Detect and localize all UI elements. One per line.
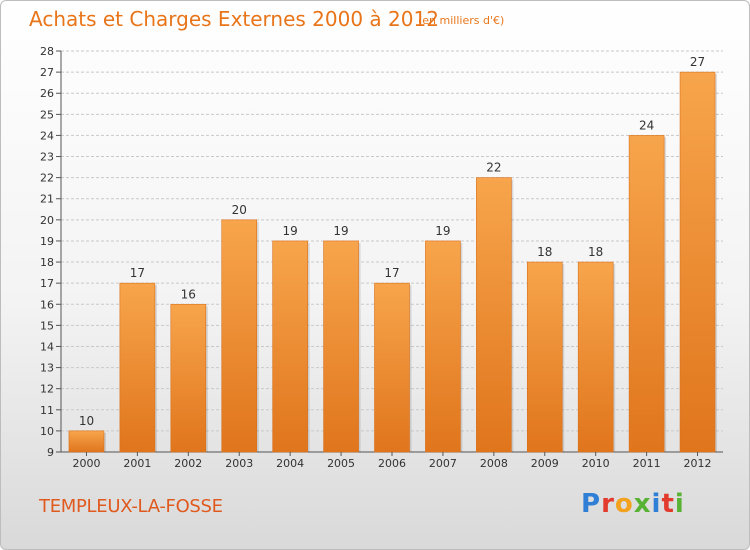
x-tick-label: 2008 <box>480 457 508 470</box>
x-tick-label: 2009 <box>531 457 559 470</box>
x-tick-label: 2007 <box>429 457 457 470</box>
data-label: 19 <box>435 224 450 238</box>
y-tick-label: 9 <box>47 446 54 459</box>
y-tick-label: 12 <box>40 383 54 396</box>
data-label: 27 <box>690 55 705 69</box>
logo-letter: i <box>674 489 685 519</box>
y-tick-label: 13 <box>40 362 54 375</box>
data-label: 22 <box>486 161 501 175</box>
x-tick-label: 2003 <box>225 457 253 470</box>
data-label: 16 <box>181 287 196 301</box>
x-tick-label: 2000 <box>72 457 100 470</box>
y-tick-label: 25 <box>40 108 54 121</box>
y-tick-label: 20 <box>40 214 54 227</box>
y-tick-label: 26 <box>40 87 54 100</box>
data-label: 18 <box>537 245 552 259</box>
logo-letter: P <box>581 489 602 519</box>
data-label: 10 <box>79 414 94 428</box>
x-tick-label: 2002 <box>174 457 202 470</box>
y-tick-label: 14 <box>40 340 54 353</box>
y-tick-label: 16 <box>40 298 54 311</box>
bar-2000 <box>68 430 105 453</box>
chart-title: Achats et Charges Externes 2000 à 2012 <box>29 7 439 31</box>
bar-2010 <box>577 261 614 453</box>
y-tick-label: 24 <box>40 129 54 142</box>
chart-subtitle: (en milliers d'€) <box>418 14 505 27</box>
y-tick-label: 15 <box>40 319 54 332</box>
y-tick-label: 21 <box>40 193 54 206</box>
bar-2006 <box>374 282 410 453</box>
y-tick-labels: 9 10 11 12 13 14 15 16 17 18 19 20 21 22 23 24 25 26 27 28 <box>40 45 54 459</box>
y-tick-label: 17 <box>40 277 54 290</box>
bar-2002 <box>170 303 207 453</box>
x-tick-label: 2010 <box>582 457 610 470</box>
data-label: 18 <box>588 245 603 259</box>
y-tick-label: 23 <box>40 151 54 164</box>
y-tick-label: 11 <box>40 404 54 417</box>
bar-2001 <box>119 282 156 453</box>
logo-letter: t <box>661 489 675 519</box>
y-tick-label: 22 <box>40 172 54 185</box>
x-tick-label: 2001 <box>123 457 151 470</box>
y-tick-label: 18 <box>40 256 54 269</box>
y-tick-label: 10 <box>40 425 54 438</box>
bar-2009 <box>526 261 563 453</box>
logo-letter: o <box>614 489 634 519</box>
data-label: 20 <box>232 203 247 217</box>
commune-name: TEMPLEUX-LA-FOSSE <box>39 496 223 517</box>
data-label: 17 <box>130 266 145 280</box>
x-tick-label: 2011 <box>633 457 661 470</box>
bar-2007 <box>425 240 461 453</box>
data-label: 19 <box>283 224 298 238</box>
x-tick-label: 2004 <box>276 457 304 470</box>
data-label: 17 <box>384 266 399 280</box>
data-label: 19 <box>333 224 348 238</box>
x-tick-label: 2005 <box>327 457 355 470</box>
proxiti-logo: Proxiti <box>581 489 685 519</box>
y-tick-label: 19 <box>40 235 54 248</box>
x-tick-label: 2006 <box>378 457 406 470</box>
bar-2012 <box>679 71 716 453</box>
bars <box>68 71 718 453</box>
data-label: 24 <box>639 118 654 132</box>
bar-2003 <box>221 219 258 453</box>
data-labels: 10 17 16 20 19 19 17 19 22 18 18 24 27 <box>79 55 705 428</box>
bar-2005 <box>323 240 359 453</box>
bar-2008 <box>476 177 512 453</box>
bar-2004 <box>272 240 308 453</box>
logo-letter: r <box>601 489 615 519</box>
logo-letter: x <box>633 489 652 519</box>
x-tick-label: 2012 <box>684 457 712 470</box>
bar-2011 <box>628 135 665 453</box>
y-tick-label: 28 <box>40 45 54 58</box>
y-tick-label: 27 <box>40 66 54 79</box>
x-tick-labels: 2000 2001 2002 2003 2004 2005 2006 2007 2008 2009… <box>72 452 712 470</box>
logo-letter: i <box>651 489 662 519</box>
